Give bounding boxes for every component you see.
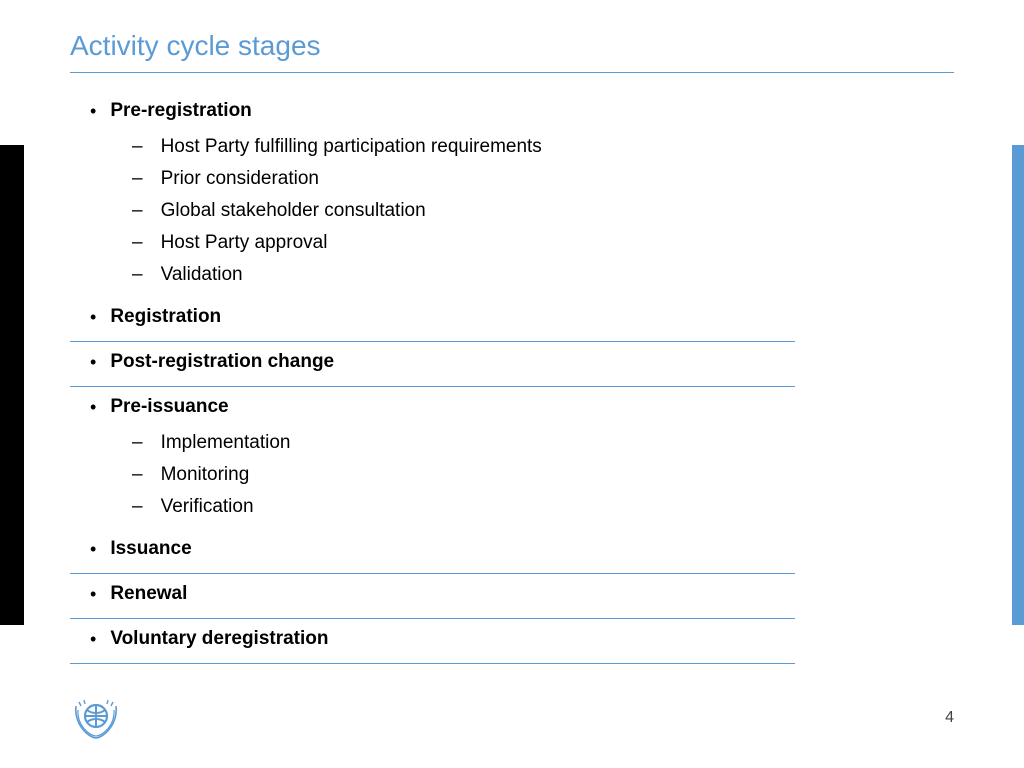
sub-item: –Validation (70, 259, 954, 291)
page-title: Activity cycle stages (70, 30, 954, 72)
title-divider (70, 72, 954, 73)
stage-head: • Voluntary deregistration (70, 627, 954, 653)
stage-label: Issuance (110, 537, 191, 561)
bullet-icon: • (90, 395, 96, 419)
stage-label: Post-registration change (110, 350, 334, 374)
stage-block: • Voluntary deregistration (70, 619, 954, 659)
stage-list: •Pre-registration–Host Party fulfilling … (70, 91, 954, 664)
sub-item: –Host Party fulfilling participation req… (70, 131, 954, 163)
stage-head: • Pre-registration (70, 99, 954, 125)
dash-icon: – (132, 463, 143, 487)
sub-label: Host Party fulfilling participation requ… (161, 135, 542, 159)
stage-block: • Post-registration change (70, 342, 954, 382)
sub-item: –Global stakeholder consultation (70, 195, 954, 227)
bullet-icon: • (90, 627, 96, 651)
sub-item: –Monitoring (70, 459, 954, 491)
stage-head: • Registration (70, 305, 954, 331)
stage-label: Pre-issuance (110, 395, 228, 419)
stage-head: • Issuance (70, 537, 954, 563)
stage-head: • Renewal (70, 582, 954, 608)
left-accent-bar (0, 145, 24, 625)
sub-item: –Verification (70, 491, 954, 523)
footer: 4 (70, 696, 954, 740)
stage-block: •Pre-issuance–Implementation–Monitoring–… (70, 387, 954, 529)
sub-label: Implementation (161, 431, 291, 455)
bullet-icon: • (90, 350, 96, 374)
slide-content: Activity cycle stages • Pre-registration –… (70, 30, 954, 664)
sub-item: –Prior consideration (70, 163, 954, 195)
stage-block: • Registration (70, 297, 954, 337)
bullet-icon: • (90, 582, 96, 606)
stage-head: • Post-registration change (70, 350, 954, 376)
stage-label: Pre-registration (110, 99, 251, 123)
bullet-icon: • (90, 537, 96, 561)
sub-list: –Implementation–Monitoring–Verification (70, 421, 954, 523)
sub-label: Monitoring (161, 463, 250, 487)
dash-icon: – (132, 199, 143, 223)
stage-label: Voluntary deregistration (110, 627, 328, 651)
stage-label: Registration (110, 305, 221, 329)
stage-block: • Issuance (70, 529, 954, 569)
right-accent-bar (1012, 145, 1024, 625)
page-number: 4 (945, 709, 954, 727)
stage-head: • Pre-issuance (70, 395, 954, 421)
dash-icon: – (132, 431, 143, 455)
stage-block: • Renewal (70, 574, 954, 614)
sub-label: Host Party approval (161, 231, 328, 255)
stage-label: Renewal (110, 582, 187, 606)
dash-icon: – (132, 495, 143, 519)
bullet-icon: • (90, 305, 96, 329)
dash-icon: – (132, 263, 143, 287)
dash-icon: – (132, 135, 143, 159)
stage-divider (70, 663, 795, 664)
sub-label: Validation (161, 263, 243, 287)
sub-label: Global stakeholder consultation (161, 199, 426, 223)
unfccc-logo-icon (70, 696, 122, 740)
bullet-icon: • (90, 99, 96, 123)
sub-label: Verification (161, 495, 254, 519)
stage-block: •Pre-registration–Host Party fulfilling … (70, 91, 954, 297)
sub-list: –Host Party fulfilling participation req… (70, 125, 954, 291)
sub-item: –Host Party approval (70, 227, 954, 259)
dash-icon: – (132, 231, 143, 255)
sub-label: Prior consideration (161, 167, 319, 191)
dash-icon: – (132, 167, 143, 191)
sub-item: –Implementation (70, 427, 954, 459)
